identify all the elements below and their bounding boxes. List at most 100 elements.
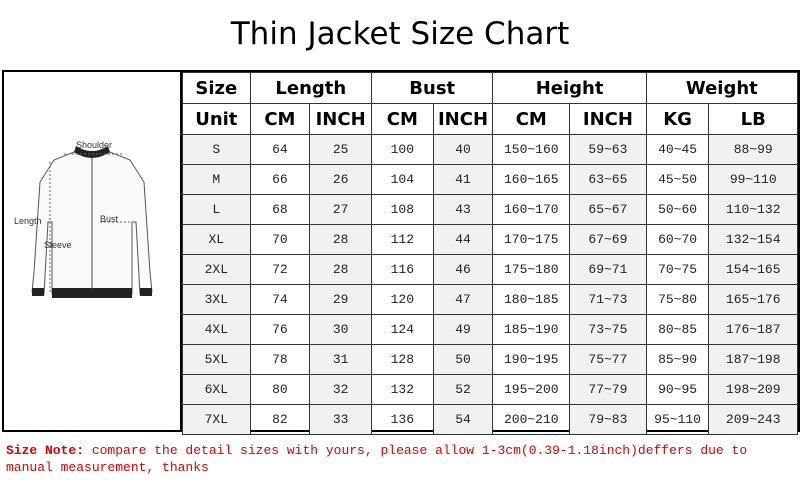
table-cell: 2XL [182, 254, 251, 285]
table-cell: 116 [371, 254, 434, 285]
table-cell: 29 [309, 284, 373, 315]
table-cell: 60~70 [645, 224, 710, 255]
table-cell: 82 [249, 404, 311, 435]
table-cell: 74 [249, 284, 311, 315]
table-row: 4XL 76 30 124 49 185~190 73~75 80~85 176~187 [182, 314, 798, 345]
table-cell: 190~195 [492, 344, 571, 375]
table-cell: 124 [371, 314, 434, 345]
table-cell: 77~79 [569, 374, 647, 405]
table-cell: 54 [432, 404, 494, 435]
unit-header: CM [492, 103, 571, 135]
size-chart-frame: Shoulder Length Bust Sleeve Size Length Bu… [2, 70, 800, 435]
table-cell: 30 [309, 314, 373, 345]
table-cell: 49 [432, 314, 494, 345]
table-cell: 154~165 [708, 254, 798, 285]
table-cell: 75~77 [569, 344, 647, 375]
size-note-label: Size Note: [6, 443, 85, 458]
unit-header: INCH [309, 103, 373, 135]
table-cell: 80 [249, 374, 311, 405]
unit-header: INCH [432, 103, 494, 135]
page-title: Thin Jacket Size Chart [230, 16, 570, 52]
table-cell: 200~210 [492, 404, 571, 435]
table-cell: 99~110 [708, 164, 798, 195]
table-cell: 25 [309, 134, 373, 165]
unit-header: INCH [569, 103, 647, 135]
table-cell: 170~175 [492, 224, 571, 255]
table-cell: 176~187 [708, 314, 798, 345]
table-row: S 64 25 100 40 150~160 59~63 40~45 88~99 [182, 134, 798, 165]
table-cell: 78 [249, 344, 311, 375]
table-cell: 47 [432, 284, 494, 315]
table-cell: 120 [371, 284, 434, 315]
table-cell: 5XL [182, 344, 251, 375]
table-cell: 80~85 [645, 314, 710, 345]
table-cell: M [182, 164, 251, 195]
table-cell: 110~132 [708, 194, 798, 225]
table-cell: 72 [249, 254, 311, 285]
table-row: L 68 27 108 43 160~170 65~67 50~60 110~132 [182, 194, 798, 225]
table-cell: 40 [432, 134, 494, 165]
hem [52, 288, 132, 298]
table-cell: 52 [432, 374, 494, 405]
table-cell: 50 [432, 344, 494, 375]
table-cell: 4XL [182, 314, 251, 345]
table-cell: 27 [309, 194, 373, 225]
table-cell: 70 [249, 224, 311, 255]
table-cell: 40~45 [645, 134, 710, 165]
group-header: Height [492, 72, 647, 104]
table-cell: 64 [249, 134, 311, 165]
table-cell: 76 [249, 314, 311, 345]
table-cell: 180~185 [492, 284, 571, 315]
shoulder-label: Shoulder [76, 140, 112, 150]
table-cell: 150~160 [492, 134, 571, 165]
table-cell: 112 [371, 224, 434, 255]
table-cell: 45~50 [645, 164, 710, 195]
table-cell: 95~110 [645, 404, 710, 435]
table-cell: 132 [371, 374, 434, 405]
table-cell: 71~73 [569, 284, 647, 315]
table-cell: 175~180 [492, 254, 571, 285]
table-cell: 32 [309, 374, 373, 405]
table-cell: 73~75 [569, 314, 647, 345]
table-cell: 63~65 [569, 164, 647, 195]
table-cell: S [182, 134, 251, 165]
table-cell: 69~71 [569, 254, 647, 285]
group-header: Bust [371, 72, 494, 104]
table-cell: 50~60 [645, 194, 710, 225]
collar [74, 146, 110, 158]
table-row: 7XL 82 33 136 54 200~210 79~83 95~110 209~243 [182, 404, 798, 435]
table-cell: 28 [309, 224, 373, 255]
table-cell: 75~80 [645, 284, 710, 315]
table-cell: 132~154 [708, 224, 798, 255]
table-cell: 165~176 [708, 284, 798, 315]
table-row: 3XL 74 29 120 47 180~185 71~73 75~80 165~176 [182, 284, 798, 315]
unit-header: CM [371, 103, 434, 135]
table-row: 2XL 72 28 116 46 175~180 69~71 70~75 154~165 [182, 254, 798, 285]
table-cell: 160~165 [492, 164, 571, 195]
table-cell: 66 [249, 164, 311, 195]
group-header: Weight [645, 72, 799, 104]
unit-header: KG [645, 103, 710, 135]
table-cell: 28 [309, 254, 373, 285]
size-note: Size Note: compare the detail sizes with… [6, 442, 796, 476]
table-row: 5XL 78 31 128 50 190~195 75~77 85~90 187~198 [182, 344, 798, 375]
table-cell: 85~90 [645, 344, 710, 375]
jacket-diagram: Shoulder Length Bust Sleeve [4, 72, 182, 430]
table-cell: 70~75 [645, 254, 710, 285]
table-cell: 128 [371, 344, 434, 375]
table-cell: 198~209 [708, 374, 798, 405]
table-cell: 195~200 [492, 374, 571, 405]
table-cell: XL [182, 224, 251, 255]
table-cell: 7XL [182, 404, 251, 435]
table-cell: 43 [432, 194, 494, 225]
table-cell: 88~99 [708, 134, 798, 165]
table-cell: 185~190 [492, 314, 571, 345]
table-cell: 6XL [182, 374, 251, 405]
table-cell: 59~63 [569, 134, 647, 165]
table-cell: 33 [309, 404, 373, 435]
table-cell: 104 [371, 164, 434, 195]
length-label: Length [14, 216, 42, 226]
table-cell: 26 [309, 164, 373, 195]
table-cell: 136 [371, 404, 434, 435]
table-cell: 3XL [182, 284, 251, 315]
